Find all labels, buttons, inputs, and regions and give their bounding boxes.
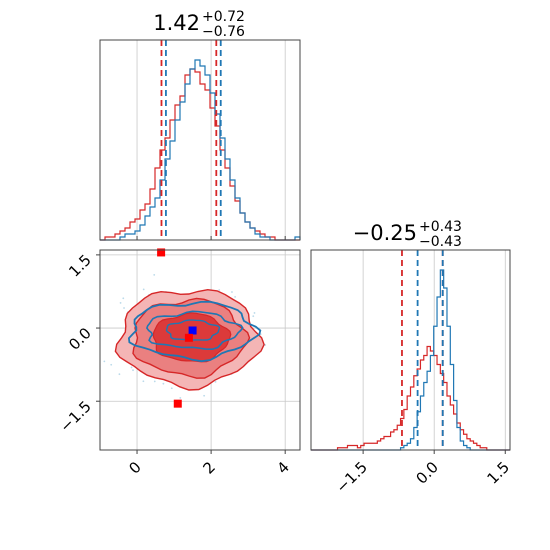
scatter-contour-panel: [99, 248, 301, 451]
scatter-point: [231, 291, 233, 293]
scatter-point: [118, 373, 121, 376]
y-tick-label: 0.0: [65, 324, 95, 354]
scatter-point: [142, 380, 145, 383]
title-1-minus: −0.76: [202, 24, 245, 40]
scatter-point: [234, 295, 237, 298]
marker-red-outlier: [157, 248, 166, 257]
x-tick-label-param-2: −1.5: [332, 458, 370, 496]
title-2-minus: −0.43: [419, 234, 462, 250]
x-tick-label-param-1: 2: [199, 458, 218, 477]
hist-blue-param-1: [100, 59, 301, 241]
title-2-value: −0.25: [353, 221, 417, 245]
contour-blue-inner: [165, 319, 221, 341]
scatter-point: [252, 315, 255, 318]
scatter-point: [110, 363, 113, 366]
histogram-param-1-panel: [99, 39, 301, 241]
x-tick-label-param-2: 1.5: [483, 458, 513, 488]
scatter-point: [153, 273, 156, 276]
hist-red-param-1: [100, 68, 300, 241]
x-tick-label-param-1: 0: [125, 458, 144, 477]
title-1-value: 1.42: [153, 11, 200, 35]
scatter-point: [162, 382, 165, 385]
hist-1-frame: [99, 39, 301, 241]
scatter-point: [179, 397, 182, 399]
scatter-point: [203, 394, 206, 397]
scatter-point: [122, 297, 125, 300]
scatter-point: [153, 380, 156, 383]
histogram-param-2-panel: [310, 249, 511, 451]
title-param-1: 1.42 +0.72 −0.76: [153, 9, 245, 40]
marker-red-outlier: [173, 399, 182, 408]
scatter-point: [123, 307, 125, 309]
x-tick-label-param-2: 0.0: [412, 458, 442, 488]
scatter-point: [132, 369, 134, 372]
scatter-frame: [99, 249, 301, 451]
scatter-point: [130, 366, 133, 369]
scatter-point: [253, 312, 256, 314]
hist-2-frame: [310, 249, 511, 451]
hist-blue-param-2: [311, 269, 510, 451]
scatter-point: [170, 387, 173, 390]
y-tick-label: 1.5: [65, 251, 95, 281]
title-param-2: −0.25 +0.43 −0.43: [353, 219, 462, 250]
y-tick-label: −1.5: [56, 397, 94, 435]
scatter-point: [142, 288, 145, 291]
marker-blue: [188, 326, 197, 335]
contour-blue-mid: [146, 310, 244, 351]
marker-red: [184, 333, 193, 342]
scatter-point: [218, 289, 221, 291]
scatter-point: [103, 360, 106, 363]
x-tick-label-param-1: 4: [274, 458, 293, 477]
hist-red-param-2: [311, 345, 510, 451]
scatter-point: [214, 380, 217, 383]
scatter-point: [119, 302, 122, 304]
title-1-plus: +0.72: [202, 9, 245, 25]
title-2-plus: +0.43: [419, 219, 462, 235]
contour-blue-outer: [127, 300, 262, 363]
